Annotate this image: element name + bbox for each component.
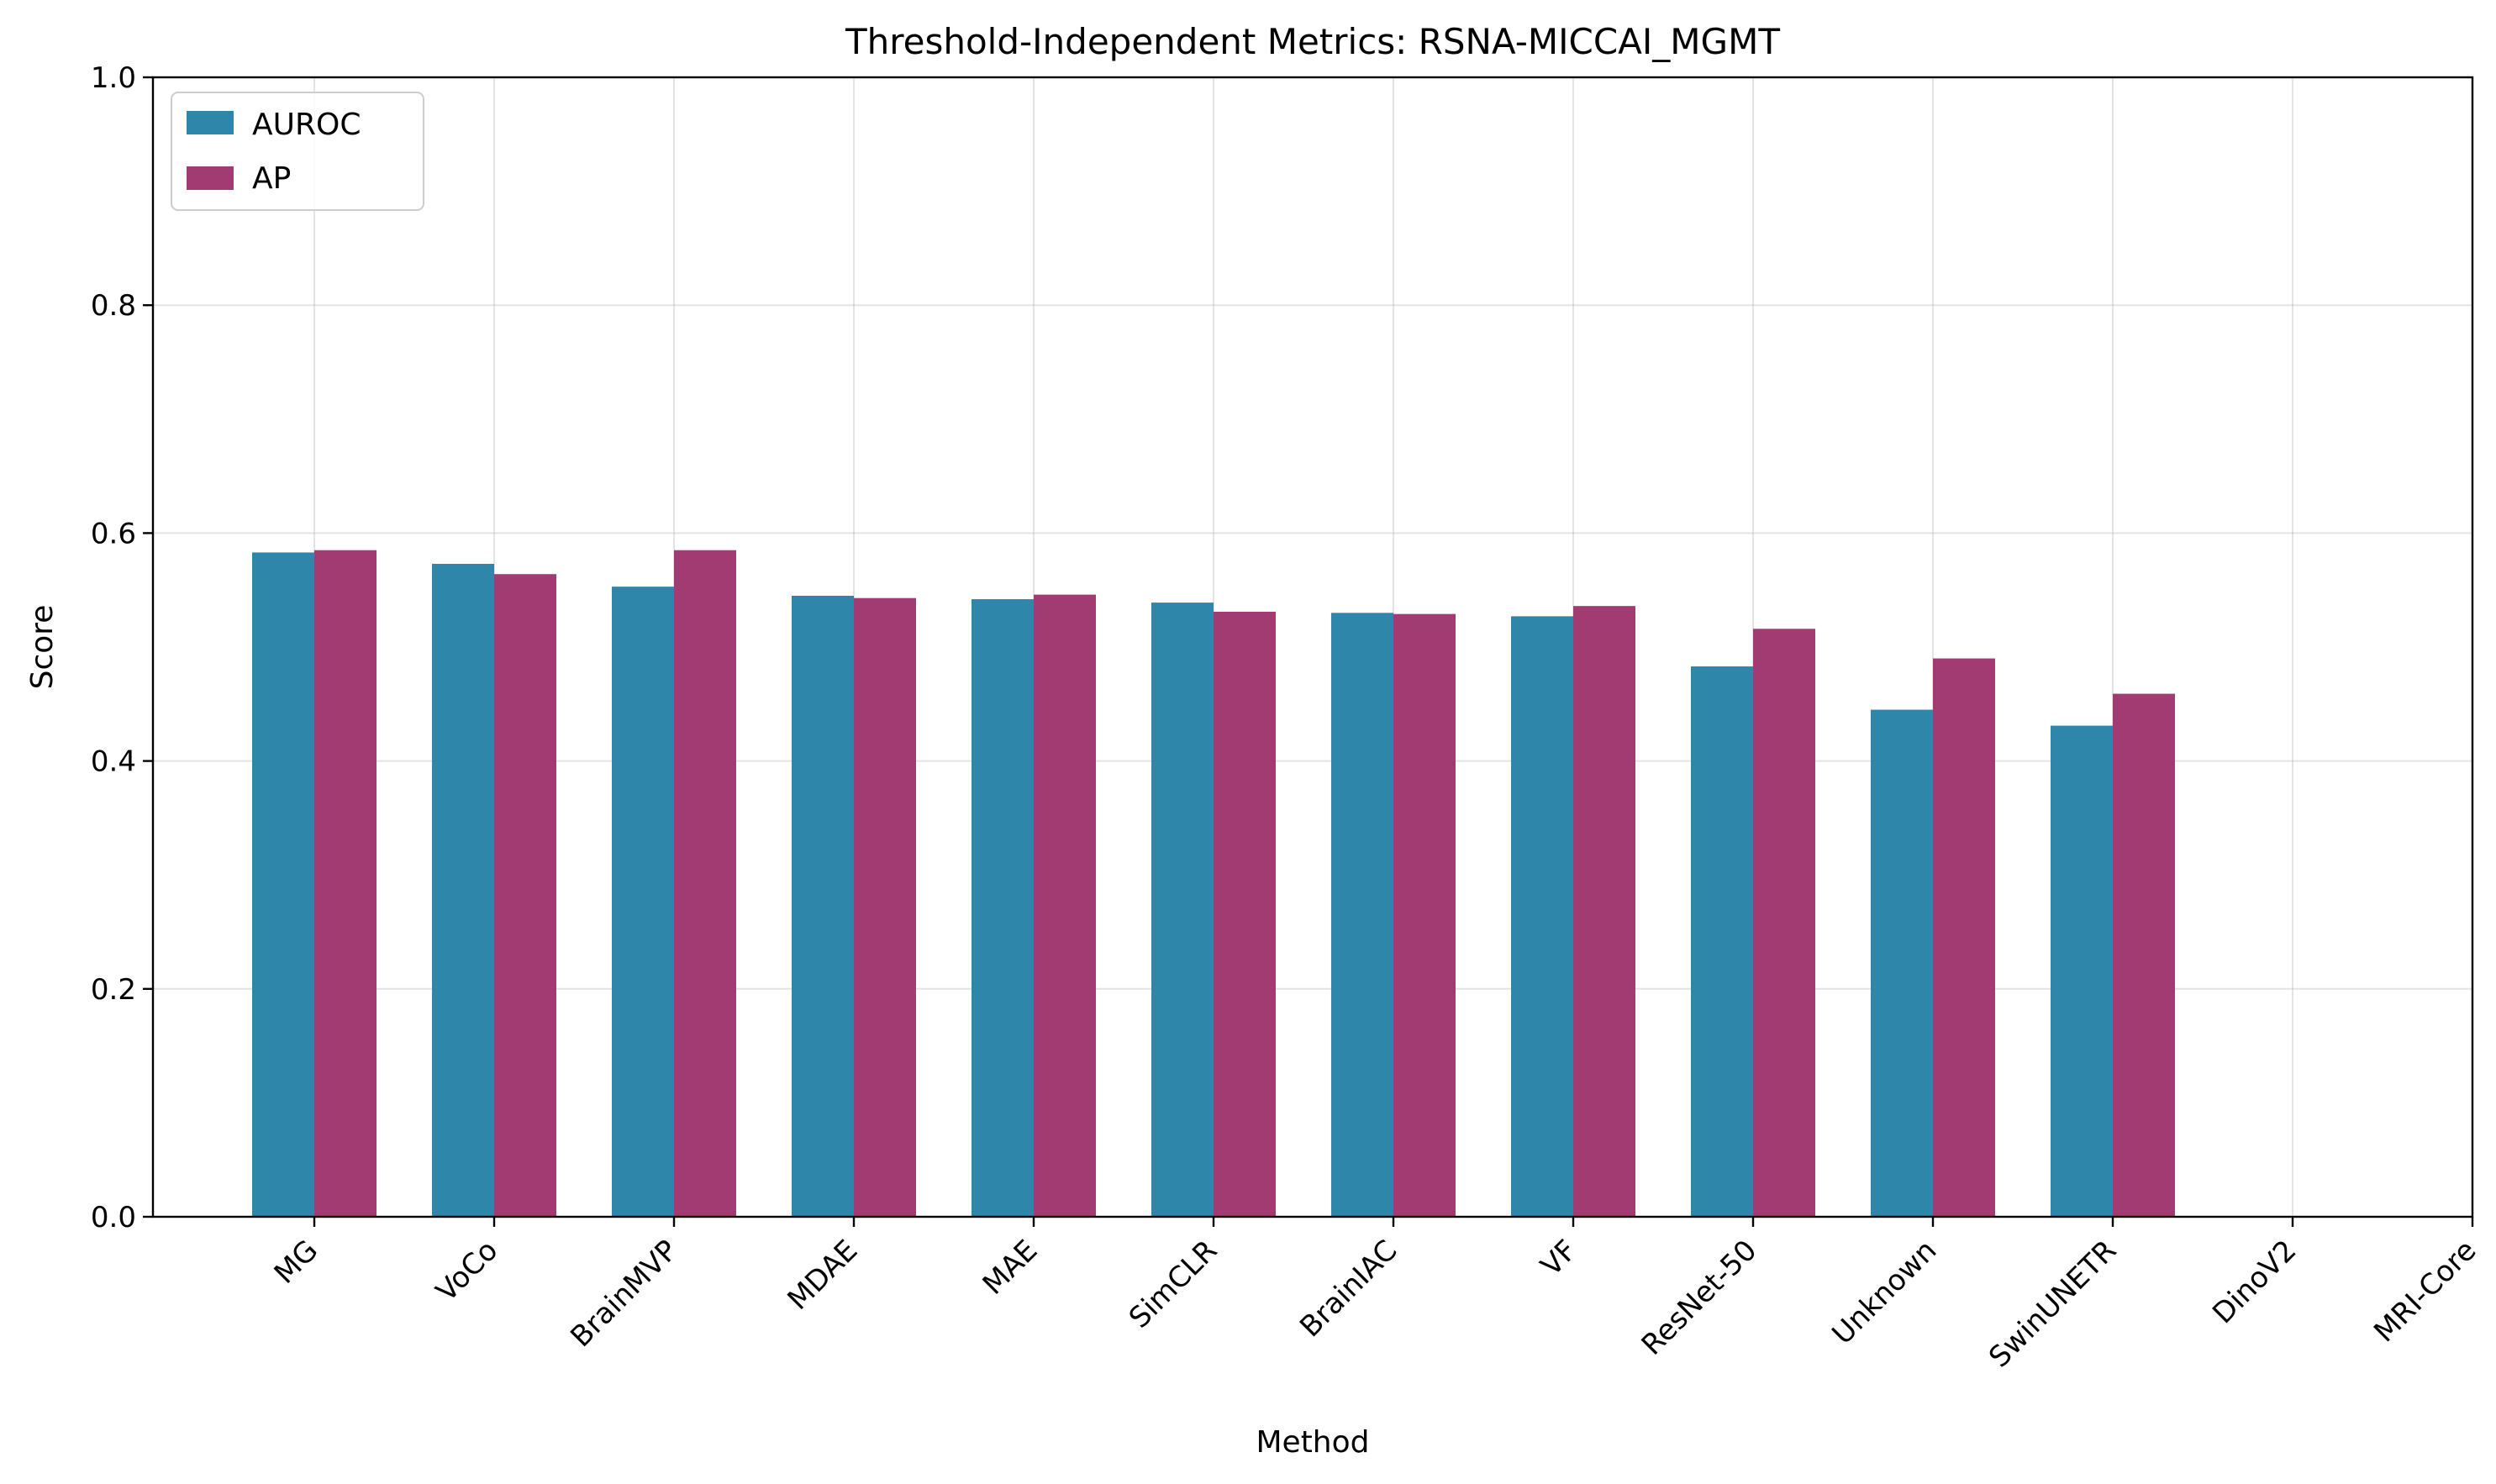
- bar-auroc-vf: [1511, 616, 1573, 1217]
- bar-ap-brainmvp: [674, 550, 736, 1217]
- y-tick-label: 0.2: [91, 973, 136, 1007]
- bar-auroc-unknown: [1871, 709, 1933, 1217]
- bar-ap-voco: [494, 574, 556, 1217]
- bar-auroc-mg: [252, 552, 314, 1217]
- y-tick-label: 0.8: [91, 289, 136, 323]
- bar-auroc-voco: [432, 564, 494, 1217]
- bar-ap-brainiac: [1393, 613, 1456, 1217]
- bar-ap-simclr: [1214, 611, 1276, 1217]
- bar-auroc-brainmvp: [612, 587, 674, 1217]
- bar-auroc-brainiac: [1331, 613, 1393, 1217]
- bars-layer: [252, 550, 2175, 1217]
- y-tick-label: 1.0: [91, 61, 136, 95]
- y-tick-label: 0.0: [91, 1201, 136, 1234]
- y-axis-label: Score: [25, 605, 60, 690]
- bar-auroc-swinunetr: [2051, 725, 2113, 1217]
- bar-auroc-simclr: [1151, 603, 1214, 1217]
- chart-title: Threshold-Independent Metrics: RSNA-MICC…: [845, 21, 1780, 62]
- bar-ap-mae: [1034, 594, 1096, 1217]
- legend-swatch-auroc: [187, 111, 234, 134]
- y-tick-label: 0.6: [91, 517, 136, 550]
- bar-ap-vf: [1573, 606, 1635, 1217]
- bar-ap-swinunetr: [2113, 693, 2175, 1217]
- x-axis-label: Method: [1256, 1425, 1369, 1460]
- legend-swatch-ap: [187, 166, 234, 190]
- bar-ap-mg: [314, 550, 377, 1217]
- legend-label-auroc: AUROC: [252, 108, 361, 142]
- bar-ap-mdae: [854, 597, 916, 1217]
- bar-ap-unknown: [1933, 658, 1995, 1217]
- bar-ap-resnet-50: [1753, 629, 1815, 1217]
- bar-auroc-resnet-50: [1691, 666, 1753, 1217]
- y-tick-label: 0.4: [91, 745, 136, 779]
- legend-label-ap: AP: [252, 161, 291, 196]
- plot-frame: [151, 76, 2474, 1218]
- bar-auroc-mae: [972, 599, 1034, 1217]
- bar-auroc-mdae: [792, 595, 854, 1217]
- legend: AUROC AP: [171, 92, 424, 211]
- legend-box: [171, 92, 424, 211]
